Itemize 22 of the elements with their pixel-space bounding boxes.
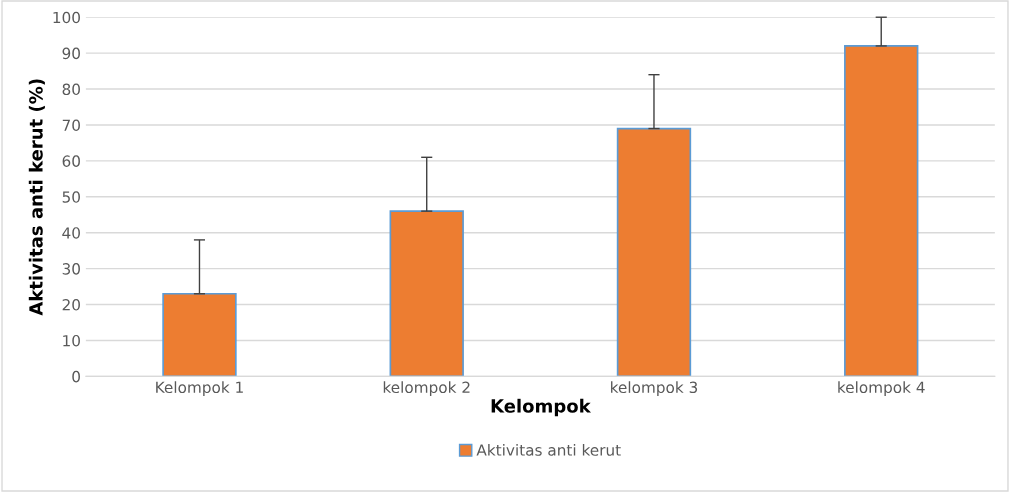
y-tick-label: 70	[62, 119, 80, 131]
y-tick-label: 10	[63, 334, 80, 347]
y-tick-label: 30	[62, 263, 80, 275]
y-tick-label: 20	[62, 299, 80, 311]
y-tick-label: 50	[62, 191, 80, 203]
x-tick-label: kelompok 4	[838, 381, 925, 397]
y-tick-label: 0	[72, 370, 80, 383]
y-tick-label: 90	[62, 47, 80, 60]
x-axis-title: Kelompok	[491, 398, 592, 417]
y-tick-label: 60	[62, 155, 80, 167]
y-tick-label: 40	[62, 227, 80, 239]
x-tick-label: kelompok 3	[611, 381, 698, 397]
bar	[389, 210, 464, 377]
x-tick-label: Kelompok 1	[156, 381, 243, 397]
bar	[162, 292, 237, 377]
y-axis-title: Aktivitas anti kerut (%)	[28, 79, 45, 316]
x-tick-label: kelompok 2	[383, 381, 470, 397]
bar	[844, 45, 919, 377]
y-tick-label: 100	[53, 11, 80, 24]
bar	[616, 127, 692, 377]
legend-label: Aktivitas anti kerut	[476, 444, 621, 456]
y-tick-label: 80	[62, 83, 80, 96]
